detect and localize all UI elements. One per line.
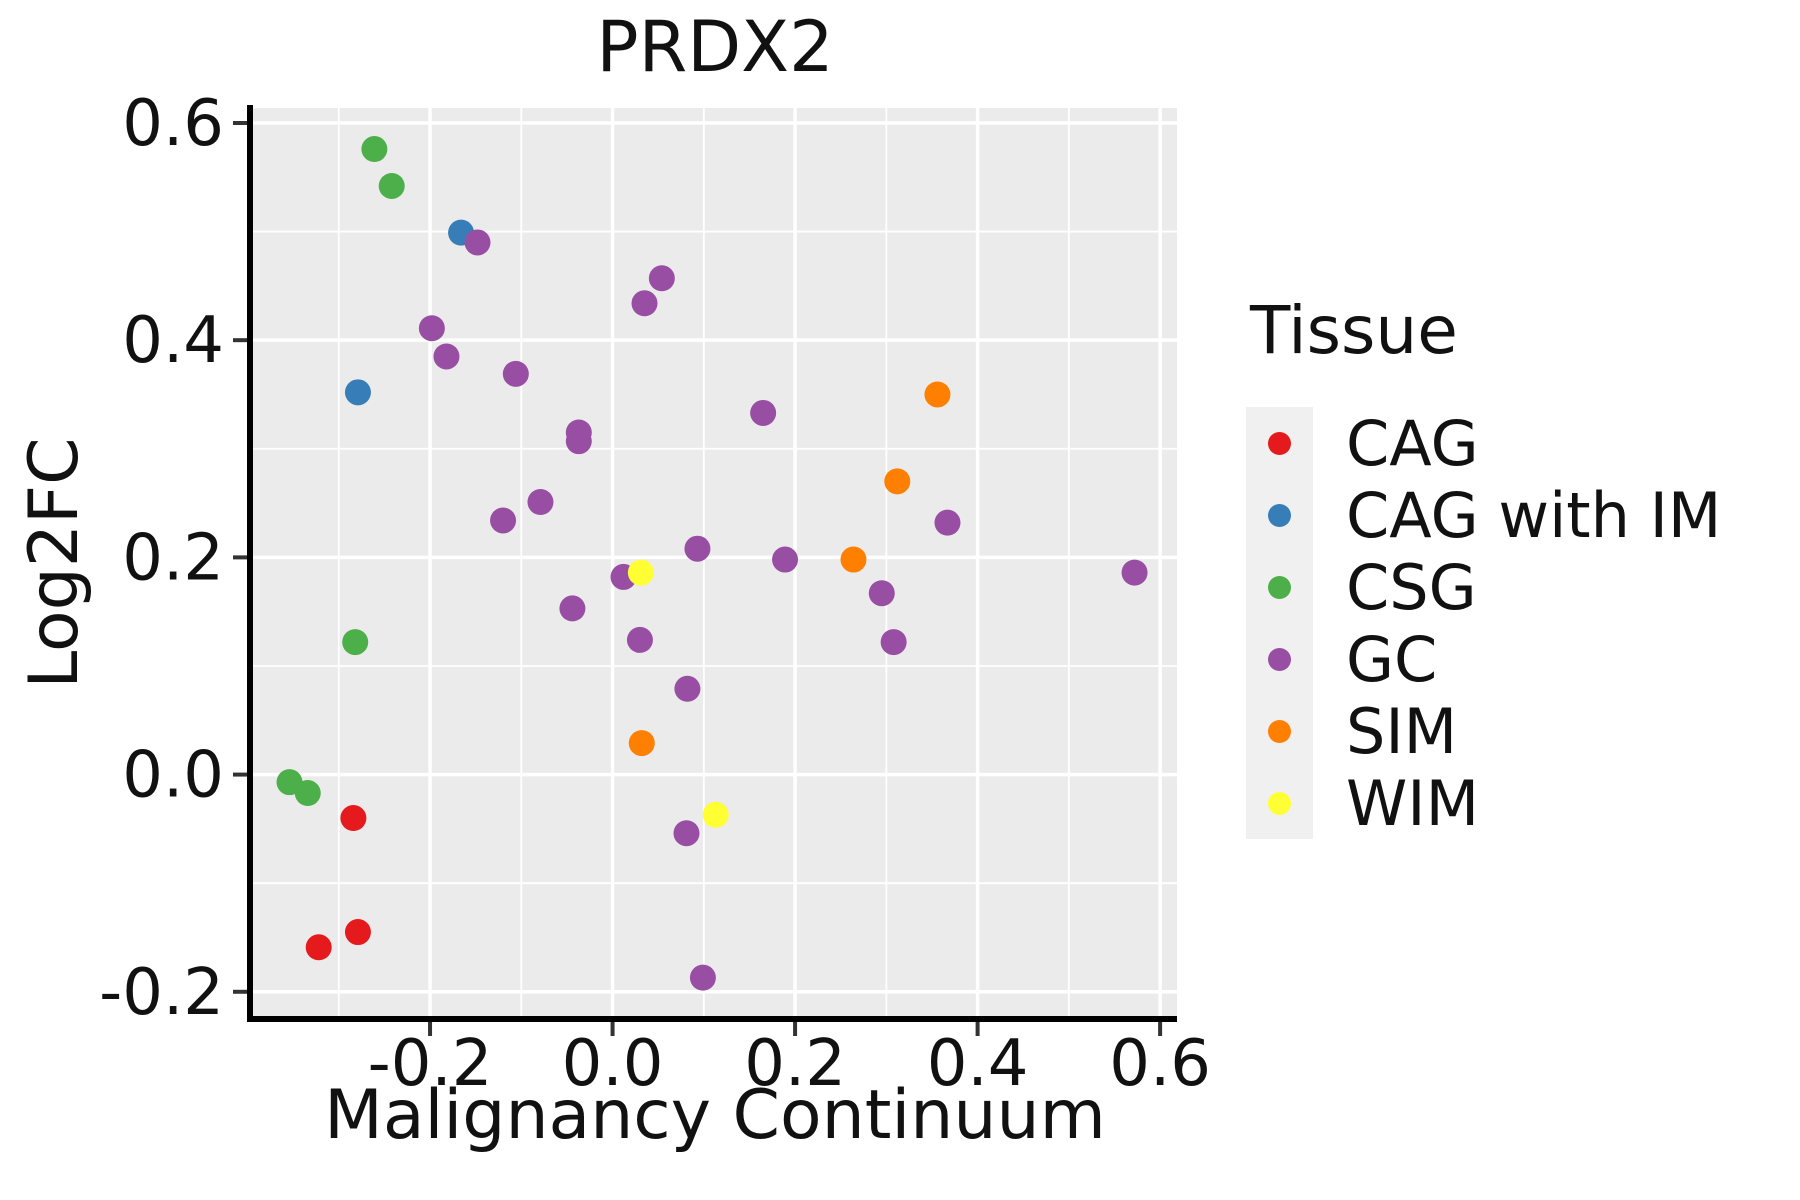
legend-dot-icon — [1268, 431, 1291, 455]
data-point-gc — [1121, 559, 1148, 586]
y-axis-title: Log2FC — [15, 437, 94, 689]
data-point-gc — [684, 535, 711, 562]
legend-key — [1246, 695, 1313, 767]
data-point-gc — [673, 820, 700, 847]
data-point-csg — [361, 136, 388, 163]
legend-item-wim: WIM — [1246, 766, 1721, 840]
data-point-gc — [648, 265, 675, 292]
legend-item-csg: CSG — [1246, 550, 1721, 624]
data-point-cag-with-im — [344, 379, 371, 406]
legend-item-cag-with-im: CAG with IM — [1246, 478, 1722, 552]
legend-dot-icon — [1268, 791, 1291, 815]
data-point-cag — [305, 934, 332, 961]
legend-title: Tissue — [1250, 292, 1458, 369]
legend-label: CAG — [1346, 406, 1479, 480]
data-point-wim — [702, 801, 729, 828]
x-tick-label: -0.2 — [368, 1027, 493, 1101]
legend-key — [1246, 623, 1313, 695]
legend-dot-icon — [1268, 647, 1291, 671]
y-tick-label: 0.4 — [122, 304, 224, 378]
legend-key — [1246, 479, 1313, 551]
y-tick-label: 0.2 — [122, 521, 224, 595]
data-point-gc — [880, 629, 907, 656]
data-point-wim — [627, 559, 654, 586]
legend-dot-icon — [1268, 719, 1291, 743]
y-tick-label: 0.6 — [122, 87, 224, 161]
legend-dot-icon — [1268, 575, 1291, 599]
legend-label: GC — [1346, 622, 1438, 696]
legend-label: WIM — [1346, 766, 1480, 840]
legend-key — [1246, 407, 1313, 479]
x-tick-label: 0.4 — [927, 1027, 1029, 1101]
data-point-gc — [674, 675, 701, 702]
data-point-gc — [772, 546, 799, 573]
legend-key — [1246, 767, 1313, 839]
chart-title: PRDX2 — [596, 6, 834, 88]
legend-label: CAG with IM — [1346, 478, 1722, 552]
x-axis-title: Malignancy Continuum — [324, 1076, 1106, 1155]
legend-dot-icon — [1268, 503, 1291, 527]
legend-item-gc: GC — [1246, 622, 1721, 696]
legend-label: SIM — [1346, 694, 1458, 768]
data-point-gc — [631, 290, 658, 317]
y-tick-label: 0.0 — [122, 739, 224, 813]
data-point-gc — [626, 626, 653, 653]
data-point-gc — [433, 343, 460, 370]
data-point-gc — [418, 315, 445, 342]
legend-label: CSG — [1346, 550, 1477, 624]
legend-items: CAG CAG with IM CSG GC SIM WIM — [1246, 406, 1722, 840]
data-point-gc — [934, 509, 961, 536]
x-tick-label: 0.6 — [1109, 1027, 1211, 1101]
data-point-gc — [490, 507, 517, 534]
data-point-gc — [464, 229, 491, 256]
data-point-gc — [502, 360, 529, 387]
data-point-csg — [378, 172, 405, 199]
data-point-csg — [342, 629, 369, 656]
data-point-gc — [868, 580, 895, 607]
data-point-gc — [527, 488, 554, 515]
data-point-gc — [689, 964, 716, 991]
data-point-sim — [884, 468, 911, 495]
plot-panel — [253, 108, 1177, 1016]
data-point-csg — [294, 780, 321, 807]
legend-item-cag: CAG — [1246, 406, 1721, 480]
data-point-sim — [924, 381, 951, 408]
data-point-gc — [559, 595, 586, 622]
data-point-cag — [340, 805, 367, 832]
data-point-sim — [840, 546, 867, 573]
data-point-cag — [344, 919, 371, 946]
legend-key — [1246, 551, 1313, 623]
data-point-gc — [565, 428, 592, 455]
data-point-sim — [628, 730, 655, 757]
x-tick-label: 0.0 — [562, 1027, 664, 1101]
y-tick-label: -0.2 — [99, 956, 224, 1030]
x-tick-label: 0.2 — [744, 1027, 846, 1101]
data-point-gc — [750, 399, 777, 426]
legend-item-sim: SIM — [1246, 694, 1721, 768]
legend: Tissue CAG CAG with IM CSG GC SIM WIM — [1246, 292, 1722, 840]
